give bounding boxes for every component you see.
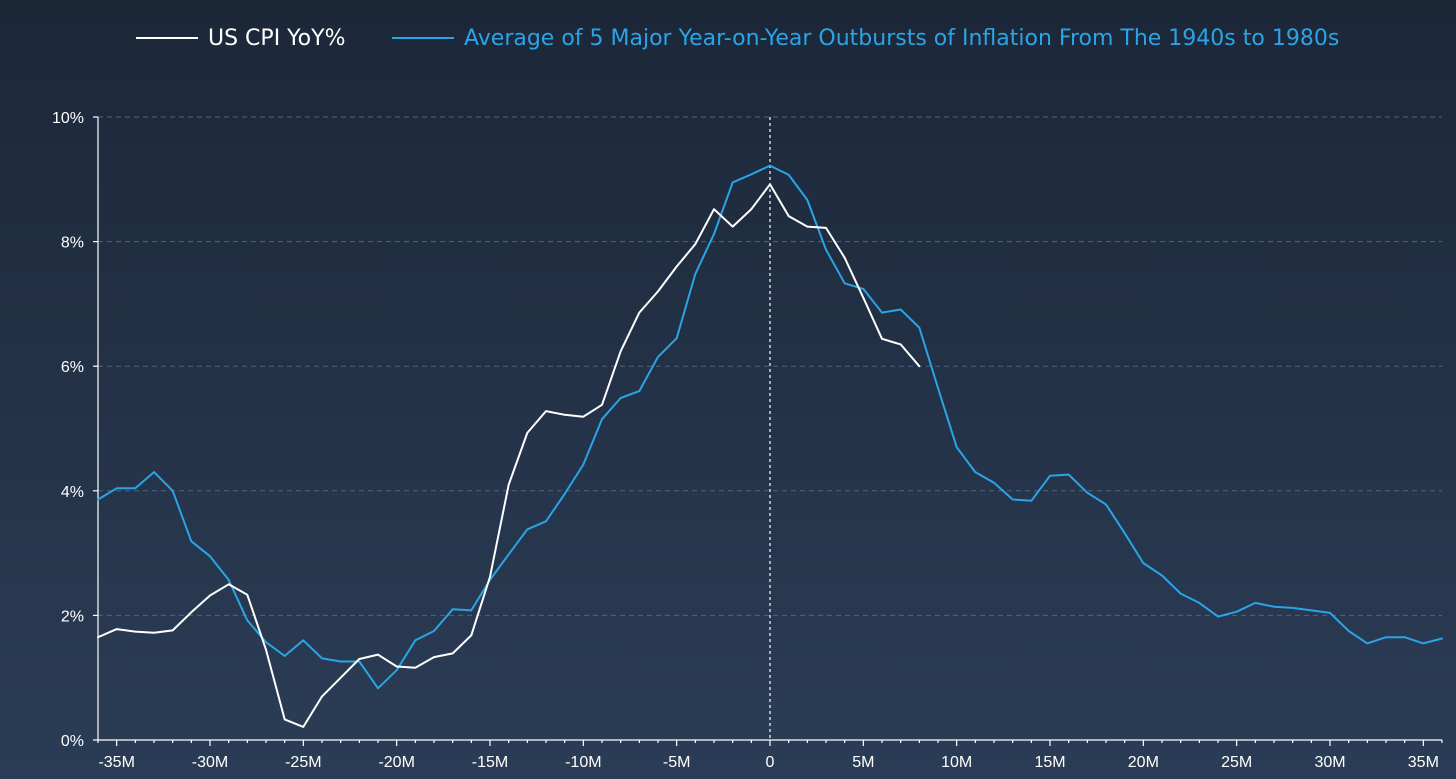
- x-tick-label: 25M: [1221, 754, 1252, 771]
- x-tick-label: 10M: [941, 754, 972, 771]
- y-tick-label: 8%: [61, 235, 84, 252]
- y-tick-label: 10%: [52, 110, 84, 127]
- y-axis: 0% 2% 4% 6% 8% 10%: [52, 110, 99, 750]
- y-tick-label: 2%: [61, 608, 84, 625]
- series-line-us-cpi: [97, 183, 921, 728]
- y-tick-label: 6%: [61, 359, 84, 376]
- legend: US CPI YoY% Average of 5 Major Year-on-Y…: [136, 26, 1339, 51]
- x-tick-label: -25M: [285, 754, 321, 771]
- x-tick-label: 20M: [1128, 754, 1159, 771]
- legend-label-average: Average of 5 Major Year-on-Year Outburst…: [464, 26, 1339, 51]
- x-tick-label: -5M: [663, 754, 691, 771]
- x-tick-label: 0: [766, 754, 775, 771]
- x-tick-label: -10M: [565, 754, 601, 771]
- series-layer: [97, 164, 1443, 728]
- x-tick-label: -30M: [192, 754, 228, 771]
- legend-label-cpi: US CPI YoY%: [208, 26, 346, 51]
- x-tick-label: -35M: [98, 754, 134, 771]
- x-tick-label: -15M: [472, 754, 508, 771]
- x-tick-label: -20M: [378, 754, 414, 771]
- y-tick-label: 0%: [61, 733, 84, 750]
- x-tick-label: 15M: [1034, 754, 1065, 771]
- x-tick-label: 5M: [852, 754, 874, 771]
- x-tick-label: 35M: [1408, 754, 1439, 771]
- x-axis: -35M -30M -25M -20M -15M -10M -5M 0 5M 10M 15M 20M 2…: [97, 739, 1443, 771]
- x-tick-label: 30M: [1314, 754, 1345, 771]
- y-tick-label: 4%: [61, 484, 84, 501]
- series-line-average-outbursts: [97, 164, 1443, 690]
